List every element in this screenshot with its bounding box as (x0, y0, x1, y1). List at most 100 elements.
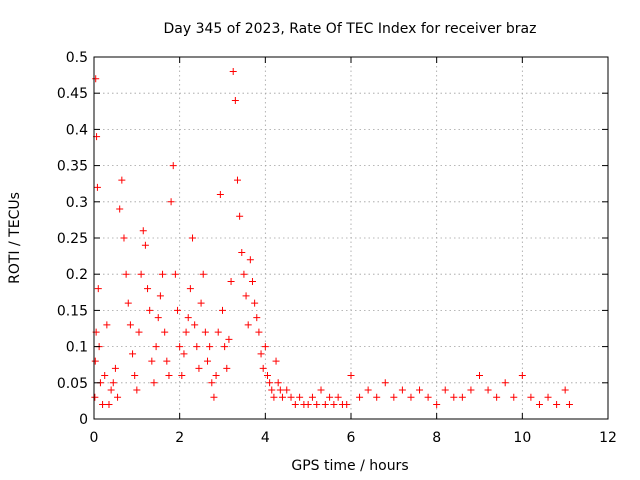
data-point (317, 386, 325, 394)
data-point (184, 314, 192, 322)
data-point (225, 335, 233, 343)
data-point (364, 386, 372, 394)
data-point (163, 357, 171, 365)
data-point (144, 285, 152, 293)
data-point (347, 372, 355, 380)
data-point (263, 372, 271, 380)
data-point (131, 372, 139, 380)
data-point (214, 328, 222, 336)
data-point (291, 401, 299, 409)
data-point (91, 393, 99, 401)
data-point (510, 393, 518, 401)
data-point (135, 328, 143, 336)
data-point (266, 379, 274, 387)
data-point (257, 350, 265, 358)
data-point (424, 393, 432, 401)
data-points (91, 67, 573, 409)
data-point (518, 372, 526, 380)
data-point (210, 393, 218, 401)
y-tick-label: 0.25 (57, 231, 88, 247)
data-point (433, 401, 441, 409)
data-point (248, 277, 256, 285)
data-point (137, 270, 145, 278)
data-point (398, 386, 406, 394)
data-point (229, 67, 237, 75)
data-point (129, 350, 137, 358)
y-tick-label: 0.35 (57, 159, 88, 175)
data-point (501, 379, 509, 387)
data-point (238, 248, 246, 256)
data-point (105, 401, 113, 409)
data-point (176, 343, 184, 351)
data-point (381, 379, 389, 387)
data-point (139, 227, 147, 235)
data-point (268, 386, 276, 394)
data-point (236, 212, 244, 220)
data-point (227, 277, 235, 285)
data-point (186, 285, 194, 293)
data-point (278, 393, 286, 401)
data-point (154, 314, 162, 322)
data-point (253, 314, 261, 322)
data-point (242, 292, 250, 300)
ticks (93, 56, 609, 420)
data-point (270, 393, 278, 401)
data-point (553, 401, 561, 409)
data-point (296, 393, 304, 401)
y-tick-label: 0.2 (66, 267, 88, 283)
y-axis-label: ROTI / TECUs (7, 192, 23, 284)
data-point (561, 386, 569, 394)
data-point (91, 357, 99, 365)
x-tick-label: 2 (175, 430, 184, 446)
data-point (244, 321, 252, 329)
data-point (118, 176, 126, 184)
data-point (169, 162, 177, 170)
data-point (122, 270, 130, 278)
data-point (356, 393, 364, 401)
data-point (334, 393, 342, 401)
data-point (390, 393, 398, 401)
x-axis-label: GPS time / hours (291, 458, 408, 474)
y-tick-label: 0.05 (57, 376, 88, 392)
data-point (212, 372, 220, 380)
y-tick-label: 0.15 (57, 303, 88, 319)
data-point (141, 241, 149, 249)
data-point (111, 364, 119, 372)
data-point (146, 306, 154, 314)
data-point (159, 270, 167, 278)
data-point (124, 299, 132, 307)
data-point (476, 372, 483, 380)
data-point (321, 401, 329, 409)
tick-labels: 0 2 4 6 8 10 12 0 0.05 0.1 0.15 0.2 0.25 0.3 0.35 0.4 0.… (57, 50, 617, 446)
data-point (156, 292, 164, 300)
data-point (304, 401, 312, 409)
chart-title: Day 345 of 2023, Rate Of TEC Index for r… (164, 21, 537, 37)
data-point (216, 191, 224, 199)
data-point (126, 321, 134, 329)
data-point (231, 96, 239, 104)
data-point (116, 205, 124, 213)
data-point (259, 364, 267, 372)
data-point (204, 357, 212, 365)
data-point (287, 393, 295, 401)
y-tick-label: 0.4 (66, 122, 88, 138)
y-tick-label: 0 (79, 412, 88, 428)
data-point (195, 364, 203, 372)
data-point (223, 364, 231, 372)
data-point (178, 372, 186, 380)
data-point (493, 393, 501, 401)
data-point (206, 343, 214, 351)
x-tick-label: 8 (432, 430, 441, 446)
y-tick-label: 0.3 (66, 195, 88, 211)
data-point (150, 379, 158, 387)
data-point (161, 328, 169, 336)
data-point (109, 379, 117, 387)
data-point (193, 343, 201, 351)
data-point (171, 270, 179, 278)
data-point (240, 270, 248, 278)
data-point (283, 386, 291, 394)
x-tick-label: 0 (90, 430, 99, 446)
data-point (373, 393, 381, 401)
data-point (152, 343, 160, 351)
data-point (94, 285, 102, 293)
